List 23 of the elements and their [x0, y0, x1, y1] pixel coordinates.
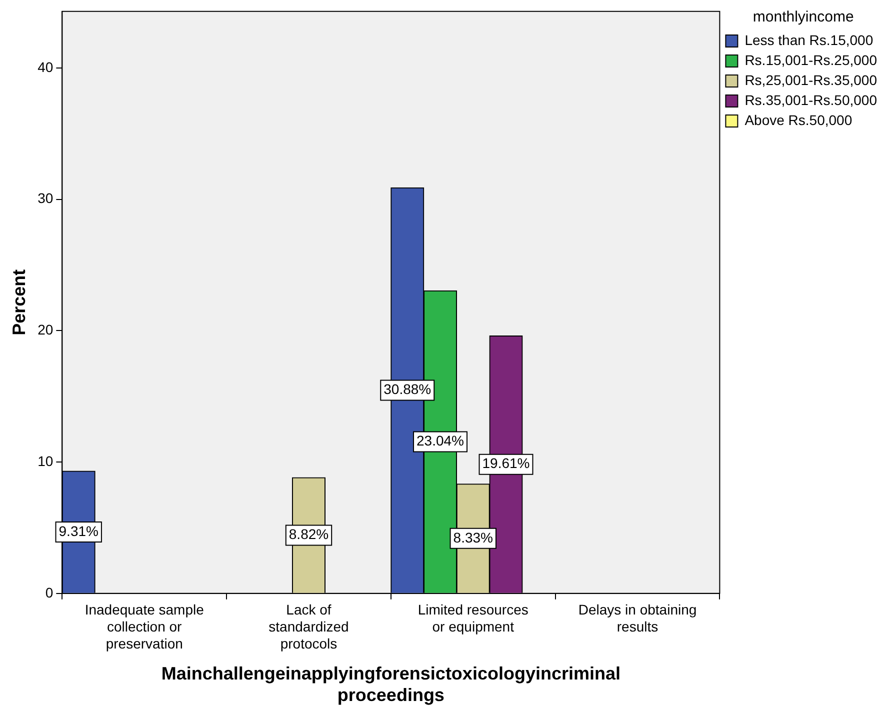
x-tick-label: Inadequate sample collection or preservation — [84, 602, 204, 652]
x-tick-label: Delays in obtaining results — [578, 602, 697, 634]
data-label: 9.31% — [58, 522, 98, 539]
y-tick-label: 40 — [38, 58, 54, 75]
y-tick-label: 10 — [38, 452, 54, 469]
y-tick-label: 20 — [38, 322, 54, 338]
y-axis-title: Percent — [8, 269, 29, 336]
data-label: 30.88% — [384, 381, 432, 398]
legend-label: Above Rs.50,000 — [744, 112, 852, 128]
legend-label: Rs.35,001-Rs.50,000 — [744, 92, 878, 108]
x-tick-label: Lack of standardized protocols — [268, 602, 349, 652]
data-label: 8.82% — [288, 526, 329, 542]
data-label: 23.04% — [416, 432, 464, 449]
y-tick-label: 0 — [45, 584, 54, 600]
legend-label: Less than Rs.15,000 — [744, 32, 874, 48]
legend-label: Rs.15,001-Rs.25,000 — [744, 52, 878, 68]
legend-title: monthlyincome — [752, 8, 854, 26]
data-label: 8.33% — [453, 529, 493, 546]
y-tick-label: 30 — [38, 190, 54, 206]
x-tick-label: Limited resources or equipment — [418, 602, 528, 634]
x-axis-title: Mainchallengeinapplyingforensictoxicologyincriminal proceedings — [161, 664, 620, 706]
data-label: 19.61% — [482, 455, 530, 472]
legend-label: Rs,25,001-Rs.35,000 — [744, 72, 878, 88]
